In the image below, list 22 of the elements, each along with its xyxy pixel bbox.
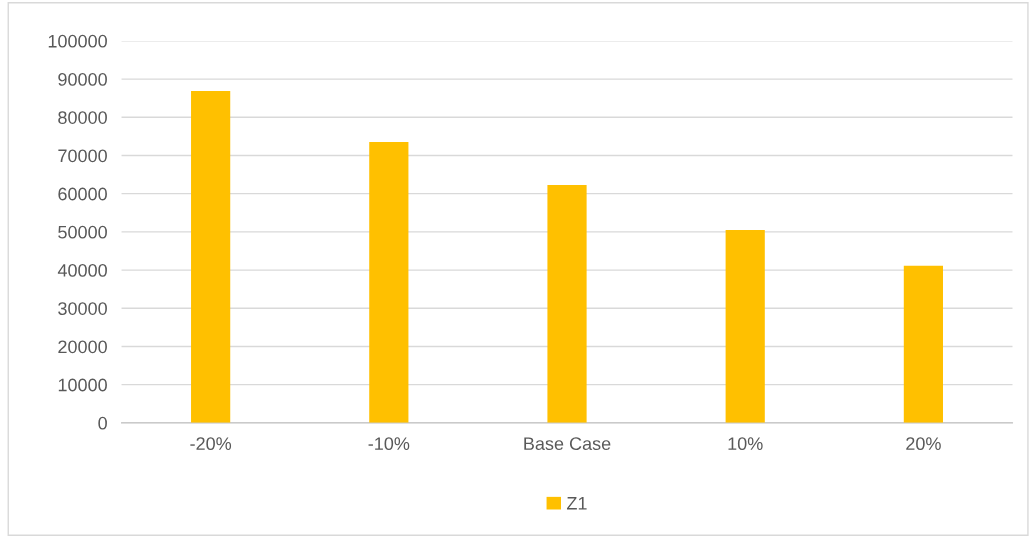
bar [725,229,765,423]
bar [191,90,231,423]
y-tick-label: 10000 [58,378,107,392]
bar [547,184,587,423]
x-tick-label: -20% [190,437,232,451]
y-tick-label: 80000 [58,111,107,124]
x-tick-label: 20% [906,437,941,451]
y-tick-label: 30000 [58,302,107,315]
y-tick-label: 50000 [58,225,107,239]
y-tick-label: 60000 [58,187,107,201]
bar [903,265,943,423]
y-tick-label: 100000 [48,34,107,48]
x-tick-label: -10% [368,437,410,451]
y-tick-label: 70000 [58,149,107,163]
y-tick-label: 40000 [57,264,107,277]
y-tick-label: 20000 [58,340,107,354]
legend-label: Z1 [566,497,587,510]
x-tick-label: 10% [728,437,763,451]
bar [369,142,409,423]
y-tick-label: 0 [98,416,107,430]
x-tick-label: Base Case [524,437,611,451]
y-tick-label: 90000 [58,73,107,86]
